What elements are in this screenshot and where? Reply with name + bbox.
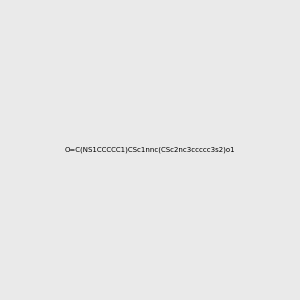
- Text: O=C(NS1CCCCC1)CSc1nnc(CSc2nc3ccccc3s2)o1: O=C(NS1CCCCC1)CSc1nnc(CSc2nc3ccccc3s2)o1: [65, 147, 235, 153]
